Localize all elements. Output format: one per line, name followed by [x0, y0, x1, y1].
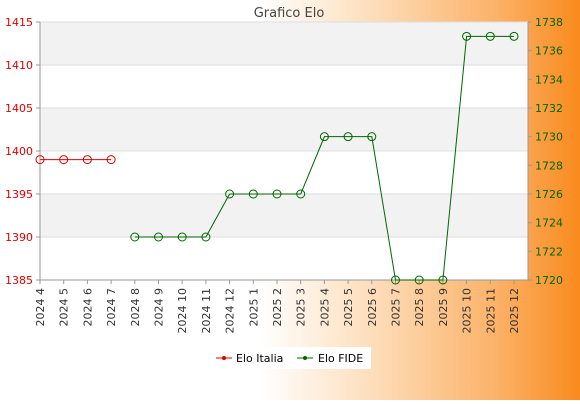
- legend-label-elo-italia: Elo Italia: [236, 352, 283, 365]
- plot-area: 1385 1390 1395 1400 1405 1410 1415 1720 1722 1724…: [5, 16, 563, 334]
- legend-label-elo-fide: Elo FIDE: [318, 352, 363, 365]
- y-right-tick-label: 1736: [535, 45, 563, 58]
- legend: Elo Italia Elo FIDE: [211, 347, 371, 369]
- y-left-tick-label: 1390: [5, 231, 33, 244]
- y-right-tick-label: 1728: [535, 159, 563, 172]
- data-point-elo-fide: [319, 132, 329, 142]
- data-point-elo-fide: [177, 232, 187, 242]
- legend-box: [211, 347, 371, 369]
- data-point-elo-fide: [130, 232, 140, 242]
- data-point-elo-fide: [367, 132, 377, 142]
- data-point-elo-fide: [509, 31, 519, 41]
- y-right-tick-label: 1722: [535, 245, 563, 258]
- y-right-tick-label: 1734: [535, 73, 563, 86]
- x-tick-label: 2025 7: [390, 288, 403, 327]
- x-tick-label: 2025 8: [413, 288, 426, 327]
- x-tick-label: 2025 5: [342, 288, 355, 327]
- x-tick-label: 2025 2: [271, 288, 284, 327]
- x-tick-label: 2024 5: [58, 288, 71, 327]
- chart-title: Grafico Elo: [254, 6, 325, 21]
- y-left-tick-label: 1410: [5, 59, 33, 72]
- data-point-elo-fide: [414, 275, 424, 285]
- y-right-tick-label: 1726: [535, 188, 563, 201]
- data-point-elo-italia: [82, 155, 92, 165]
- legend-marker-elo-fide: [303, 356, 307, 360]
- data-point-elo-fide: [296, 189, 306, 199]
- x-tick-label: 2025 3: [295, 288, 308, 327]
- x-tick-label: 2025 10: [461, 288, 474, 334]
- y-left-tick-label: 1385: [5, 274, 33, 287]
- y-right-tick-label: 1738: [535, 16, 563, 29]
- data-point-elo-italia: [59, 155, 69, 165]
- data-point-elo-fide: [248, 189, 258, 199]
- y-left-tick-label: 1415: [5, 16, 33, 29]
- grid-band: [40, 22, 528, 65]
- x-tick-label: 2024 10: [176, 288, 189, 334]
- data-point-elo-fide: [201, 232, 211, 242]
- series-line-elo-fide: [134, 35, 514, 281]
- x-tick-label: 2024 11: [200, 288, 213, 334]
- legend-marker-elo-italia: [222, 356, 226, 360]
- y-right-tick-label: 1724: [535, 217, 563, 230]
- y-left-tick-label: 1395: [5, 188, 33, 201]
- data-point-elo-fide: [438, 275, 448, 285]
- data-point-elo-italia: [35, 155, 45, 165]
- y-right-tick-label: 1730: [535, 131, 563, 144]
- y-left-tick-label: 1405: [5, 102, 33, 115]
- data-point-elo-fide: [485, 31, 495, 41]
- x-tick-label: 2024 7: [105, 288, 118, 327]
- x-tick-label: 2025 4: [318, 288, 331, 327]
- data-point-elo-italia: [106, 155, 116, 165]
- x-tick-label: 2024 6: [81, 288, 94, 327]
- x-tick-label: 2024 9: [153, 288, 166, 327]
- x-tick-label: 2025 9: [437, 288, 450, 327]
- data-point-elo-fide: [225, 189, 235, 199]
- x-tick-label: 2025 6: [366, 288, 379, 327]
- y-right-tick-label: 1732: [535, 102, 563, 115]
- data-point-elo-fide: [462, 31, 472, 41]
- x-tick-label: 2024 4: [34, 288, 47, 327]
- x-tick-label: 2025 11: [484, 288, 497, 334]
- y-left-tick-label: 1400: [5, 145, 33, 158]
- data-point-elo-fide: [154, 232, 163, 242]
- x-tick-label: 2024 12: [224, 288, 237, 334]
- x-tick-label: 2025 12: [508, 288, 521, 334]
- x-tick-label: 2025 1: [247, 288, 260, 327]
- grid-band: [40, 194, 528, 237]
- data-point-elo-fide: [391, 275, 400, 285]
- data-point-elo-fide: [343, 132, 353, 142]
- data-point-elo-fide: [272, 189, 282, 199]
- x-tick-label: 2024 8: [129, 288, 142, 327]
- y-right-tick-label: 1720: [535, 274, 563, 287]
- grid-band: [40, 108, 528, 151]
